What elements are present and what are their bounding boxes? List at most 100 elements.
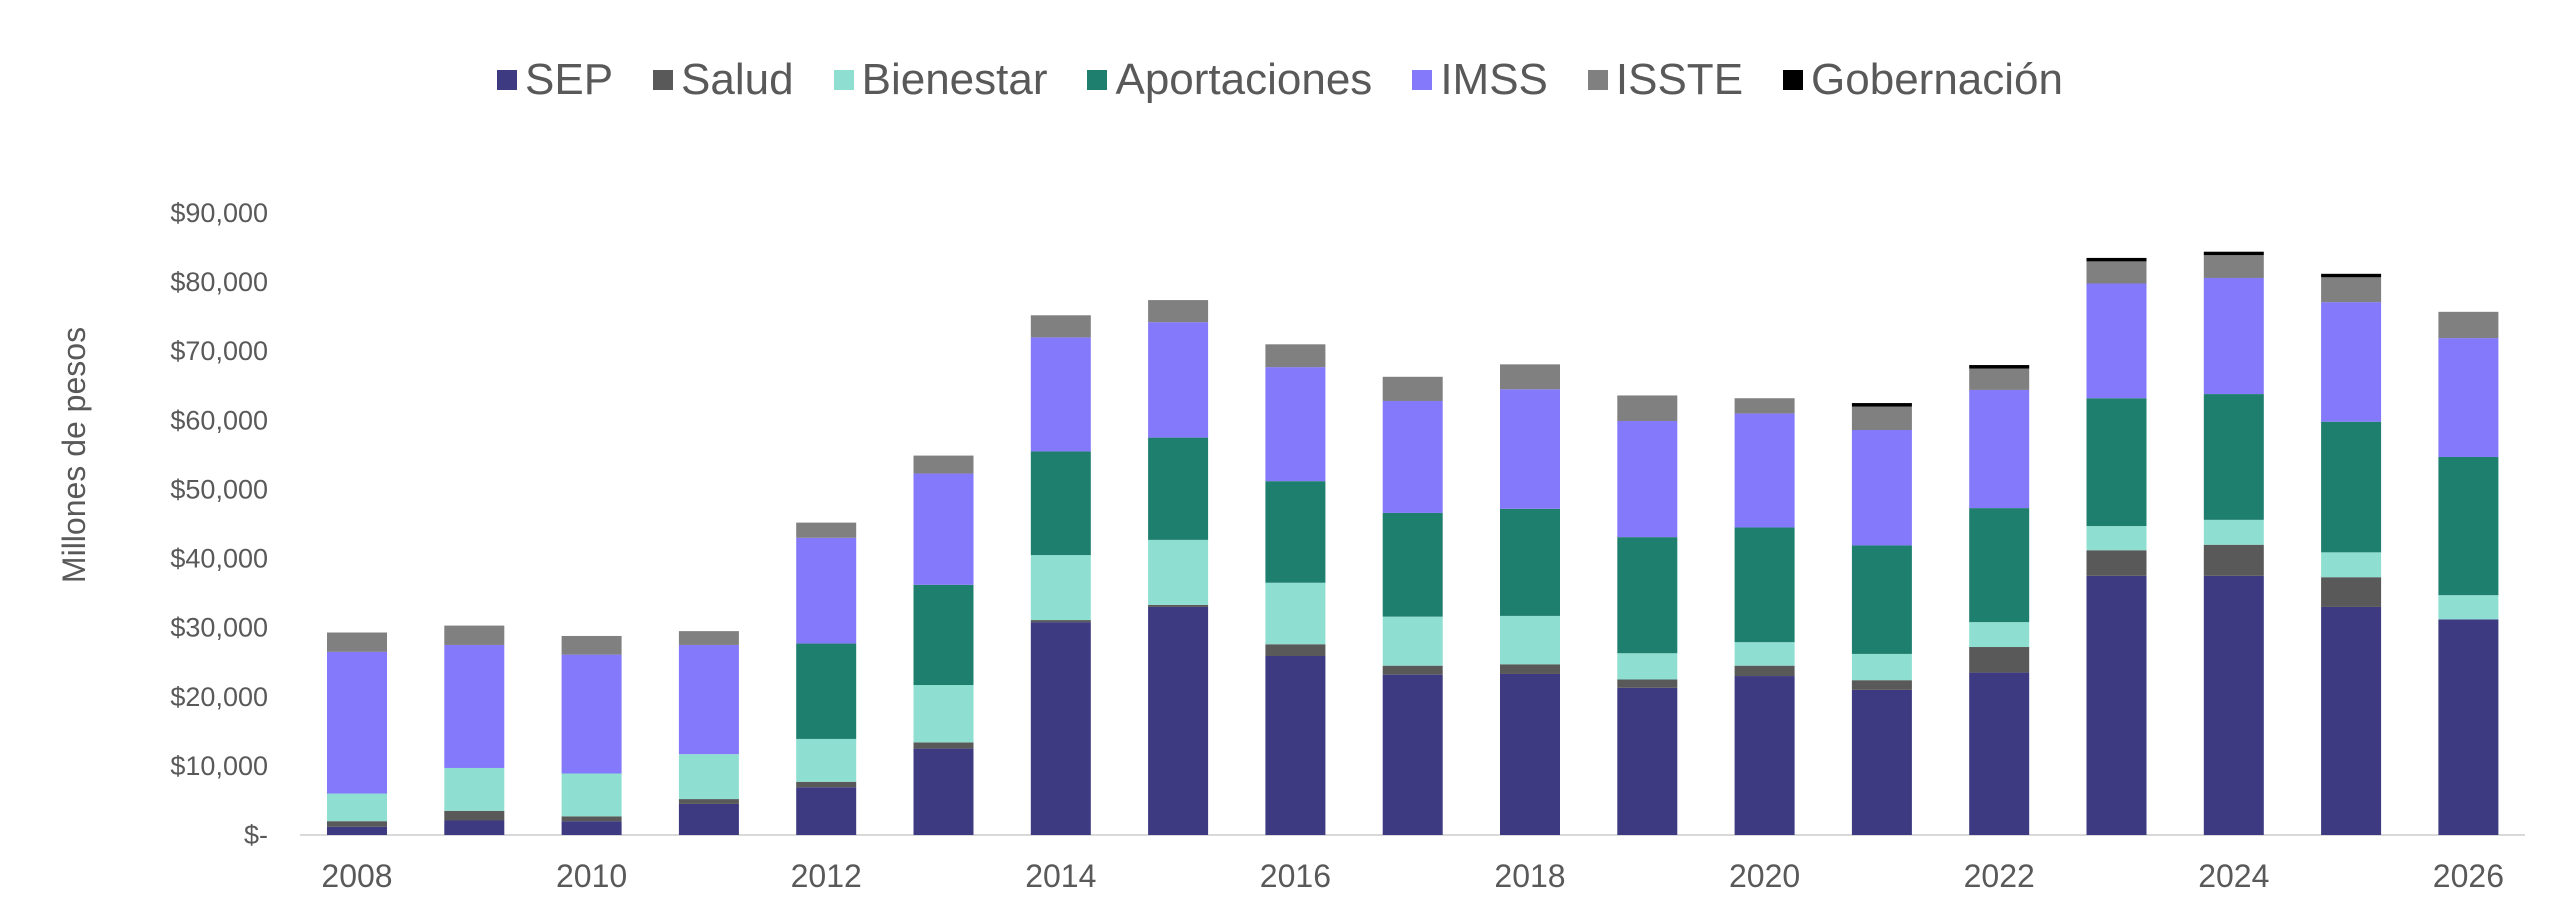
bar-segment-aportaciones-2012	[796, 643, 857, 739]
x-tick-label: 2024	[2198, 858, 2269, 894]
bar-segment-sep-2018	[1500, 673, 1560, 835]
bar-segment-sep-2026	[2438, 619, 2499, 835]
bar-segment-bienestar-2021	[1851, 653, 1912, 681]
bar-segment-imss-2021	[1851, 430, 1912, 546]
legend-swatch	[1412, 70, 1433, 90]
bar-segment-imss-2013	[913, 473, 974, 585]
bar-segment-salud-2013	[913, 742, 974, 749]
bar-stack-2022	[1969, 365, 2030, 835]
bar-segment-imss-2011	[678, 644, 739, 755]
bar-segment-isste-2019	[1617, 395, 1678, 422]
bar-segment-salud-2018	[1500, 664, 1560, 674]
bar-segment-gobernación-2025	[2321, 273, 2382, 278]
bar-segment-isste-2021	[1851, 406, 1912, 431]
bar-segment-sep-2014	[1030, 622, 1091, 835]
x-tick-label: 2016	[1260, 858, 1331, 894]
bar-segment-sep-2015	[1148, 606, 1209, 835]
bar-segment-salud-2025	[2321, 577, 2382, 607]
bar-segment-salud-2011	[678, 799, 739, 804]
bar-segment-bienestar-2014	[1030, 555, 1091, 621]
y-tick-label: $-	[244, 820, 268, 850]
legend-item-salud: Salud	[653, 55, 794, 105]
legend-label: ISSTE	[1615, 55, 1744, 104]
bar-segment-isste-2015	[1148, 300, 1209, 323]
legend-label: IMSS	[1440, 55, 1548, 104]
bar-stack-2019	[1617, 395, 1678, 835]
bar-stack-2018	[1500, 364, 1560, 835]
legend-item-gobernación: Gobernación	[1783, 55, 2063, 105]
bar-segment-sep-2012	[796, 787, 857, 835]
bar-segment-imss-2017	[1382, 400, 1443, 513]
bar-segment-isste-2010	[561, 635, 622, 655]
legend-swatch	[653, 70, 674, 90]
bar-segment-bienestar-2020	[1734, 642, 1795, 666]
bar-segment-imss-2016	[1265, 367, 1326, 482]
bar-stack-2024	[2203, 251, 2264, 835]
bar-segment-isste-2012	[796, 522, 857, 538]
bar-segment-imss-2022	[1969, 389, 2030, 509]
legend-label: Bienestar	[861, 55, 1048, 104]
bar-stack-2010	[561, 635, 622, 835]
bar-segment-salud-2014	[1030, 620, 1091, 623]
legend-item-aportaciones: Aportaciones	[1087, 55, 1372, 105]
bar-segment-isste-2016	[1265, 344, 1326, 368]
bar-segment-sep-2024	[2203, 575, 2264, 835]
x-tick-label: 2012	[791, 858, 862, 894]
y-axis: $- $10,000 $20,000 $30,000 $40,000 $50,000 $60…	[170, 198, 268, 850]
bar-segment-salud-2008	[327, 821, 387, 827]
bar-stack-2026	[2438, 311, 2499, 835]
bar-segment-imss-2024	[2203, 277, 2264, 395]
bar-stack-2020	[1734, 398, 1795, 835]
bar-segment-aportaciones-2015	[1148, 437, 1209, 540]
bar-segment-isste-2025	[2321, 277, 2382, 303]
x-tick-label: 2020	[1729, 858, 1800, 894]
bar-segment-isste-2009	[444, 625, 505, 645]
bar-segment-imss-2009	[444, 644, 505, 768]
bar-segment-salud-2019	[1617, 679, 1678, 688]
bar-segment-sep-2025	[2321, 606, 2382, 835]
bar-segment-bienestar-2025	[2321, 552, 2382, 578]
bar-segment-isste-2022	[1969, 368, 2030, 390]
bar-segment-bienestar-2022	[1969, 622, 2030, 648]
legend-swatch	[1087, 70, 1108, 90]
bar-stack-2025	[2321, 273, 2382, 835]
y-tick-label: $70,000	[170, 336, 268, 366]
x-tick-label: 2014	[1025, 858, 1096, 894]
legend-swatch	[1783, 70, 1804, 90]
x-tick-label: 2018	[1494, 858, 1565, 894]
bar-segment-isste-2023	[2086, 261, 2147, 284]
bar-stack-2015	[1148, 300, 1209, 835]
bar-segment-gobernación-2023	[2086, 257, 2147, 262]
bar-segment-aportaciones-2014	[1030, 451, 1091, 556]
legend-label: SEP	[525, 55, 614, 104]
bar-stack-2011	[678, 631, 739, 835]
y-tick-label: $50,000	[170, 474, 268, 504]
bar-segment-imss-2020	[1734, 413, 1795, 528]
legend-swatch	[497, 70, 517, 90]
bar-segment-salud-2012	[796, 781, 857, 788]
bar-segment-bienestar-2015	[1148, 539, 1209, 605]
y-tick-label: $20,000	[170, 682, 268, 712]
bar-segment-salud-2023	[2086, 550, 2147, 576]
bar-segment-isste-2020	[1734, 398, 1795, 414]
bar-segment-aportaciones-2021	[1851, 545, 1912, 654]
bar-stack-2023	[2086, 257, 2147, 835]
y-axis-label: Millones de pesos	[56, 327, 92, 583]
bar-segment-aportaciones-2024	[2203, 394, 2264, 520]
bar-stack-2017	[1382, 376, 1443, 835]
bar-segment-sep-2016	[1265, 656, 1326, 835]
bar-segment-imss-2014	[1030, 337, 1091, 452]
bar-segment-salud-2009	[444, 810, 505, 821]
bar-segment-sep-2022	[1969, 672, 2030, 835]
bar-stack-2013	[913, 455, 974, 835]
x-tick-label: 2022	[1964, 858, 2035, 894]
bar-segment-isste-2018	[1500, 364, 1560, 390]
bars	[327, 251, 2499, 835]
bar-segment-aportaciones-2013	[913, 584, 974, 686]
bar-stack-2016	[1265, 344, 1326, 835]
bar-segment-bienestar-2008	[327, 793, 387, 822]
bar-segment-bienestar-2010	[561, 773, 622, 817]
bar-segment-imss-2023	[2086, 283, 2147, 399]
bar-segment-aportaciones-2026	[2438, 456, 2499, 596]
